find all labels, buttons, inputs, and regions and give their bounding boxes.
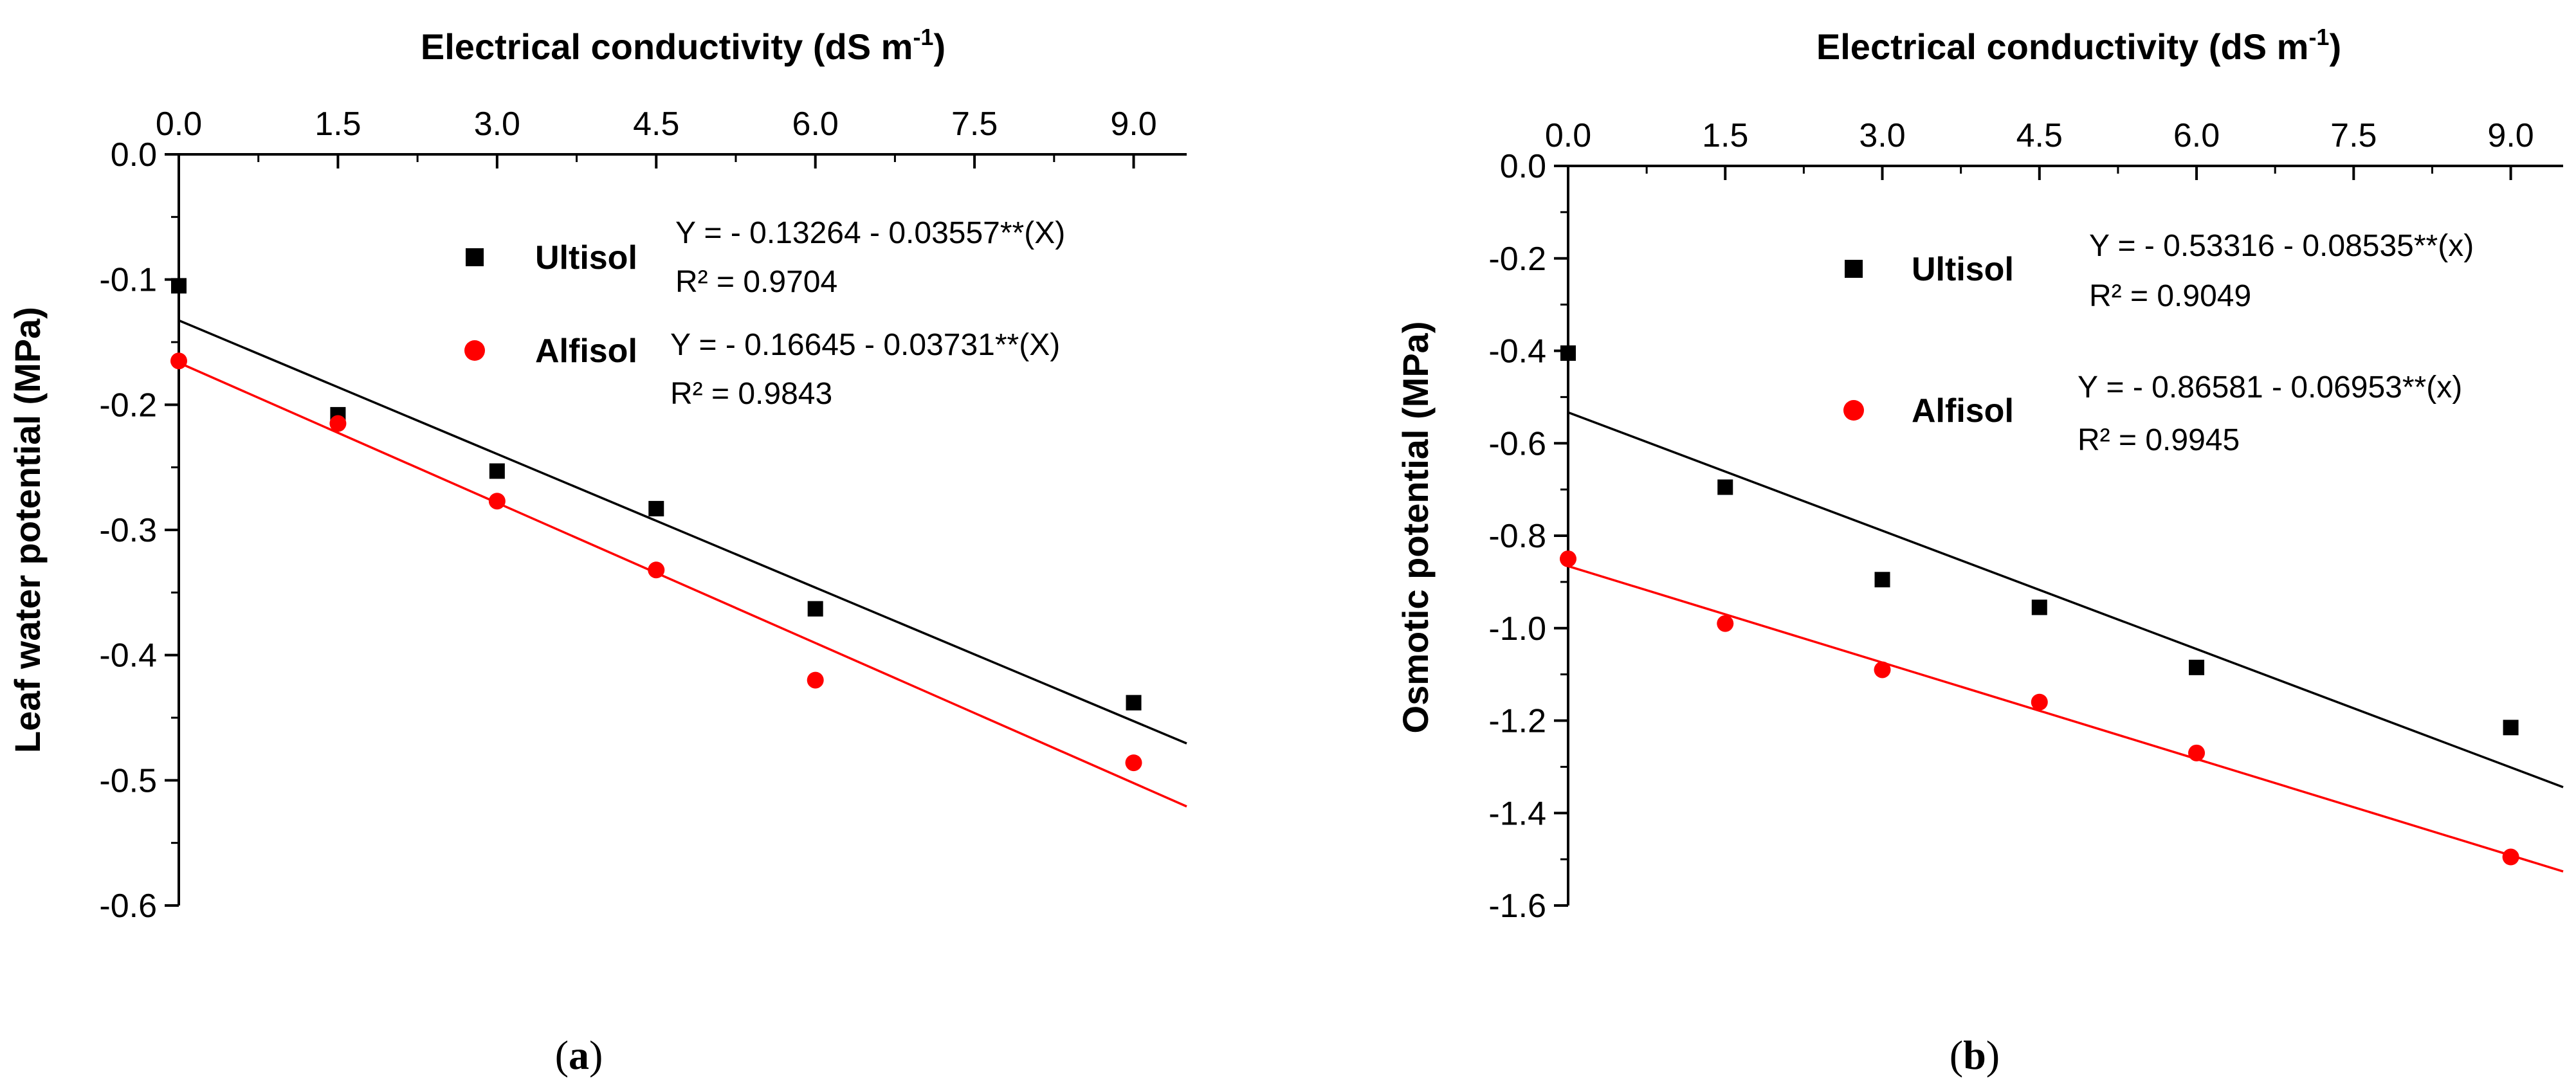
x-tick-label: 9.0 <box>1110 105 1156 143</box>
legend-label-alfisol: Alfisol <box>535 332 637 370</box>
x-axis-title: Electrical conductivity (dS m-1) <box>421 24 945 67</box>
x-tick-label: 7.5 <box>951 105 998 143</box>
y-tick-label: 0.0 <box>1500 148 1546 185</box>
data-point-ultisol <box>1874 572 1890 588</box>
x-tick-label: 3.0 <box>474 105 520 143</box>
y-tick-label: -0.8 <box>1488 518 1546 555</box>
y-tick-label: -0.6 <box>99 887 157 925</box>
fit-r2-alfisol: R² = 0.9945 <box>2078 423 2240 457</box>
data-point-ultisol <box>2031 599 2047 615</box>
data-point-alfisol <box>1874 661 1891 678</box>
y-tick-label: -1.0 <box>1488 610 1546 648</box>
y-tick-label: 0.0 <box>111 136 157 174</box>
fit-line-alfisol <box>1567 565 2564 873</box>
fit-r2-alfisol: R² = 0.9843 <box>670 377 832 411</box>
legend-marker-alfisol <box>1843 400 1864 421</box>
legend-marker-ultisol <box>466 248 484 266</box>
panel-label: (b) <box>1950 1032 2000 1078</box>
x-axis-title: Electrical conductivity (dS m-1) <box>1816 24 2341 67</box>
x-tick-label: 7.5 <box>2330 117 2377 154</box>
y-tick-label: -0.5 <box>99 762 157 799</box>
y-tick-label: -0.4 <box>99 637 157 675</box>
fit-equation-alfisol: Y = - 0.86581 - 0.06953**(x) <box>2078 370 2462 405</box>
legend-label-ultisol: Ultisol <box>535 239 637 277</box>
x-tick-label: 4.5 <box>633 105 679 143</box>
data-point-ultisol <box>1560 345 1576 361</box>
fit-equation-ultisol: Y = - 0.53316 - 0.08535**(x) <box>2089 229 2474 263</box>
fit-line-ultisol <box>1567 411 2564 788</box>
x-tick-label: 1.5 <box>1702 117 1748 154</box>
legend-label-ultisol: Ultisol <box>1912 251 2014 288</box>
data-point-ultisol <box>489 463 505 479</box>
y-tick-label: -0.4 <box>1488 333 1546 370</box>
y-tick-label: -0.6 <box>1488 425 1546 462</box>
x-tick-label: 0.0 <box>1545 117 1591 154</box>
data-point-alfisol <box>648 561 665 579</box>
x-tick-label: 3.0 <box>1859 117 1905 154</box>
data-point-alfisol <box>488 493 506 510</box>
legend-label-alfisol: Alfisol <box>1912 392 2014 430</box>
fit-line-alfisol <box>178 361 1187 808</box>
fit-r2-ultisol: R² = 0.9704 <box>675 265 837 299</box>
data-point-ultisol <box>2503 720 2519 736</box>
data-point-alfisol <box>2031 693 2048 711</box>
y-tick-label: -1.4 <box>1488 795 1546 832</box>
data-point-ultisol <box>1717 479 1733 495</box>
fit-line-ultisol <box>178 319 1187 745</box>
x-tick-label: 6.0 <box>2173 117 2220 154</box>
data-point-ultisol <box>807 601 823 617</box>
y-axis-title: Osmotic potential (MPa) <box>1395 322 1436 734</box>
y-tick-label: -1.6 <box>1488 887 1546 925</box>
data-point-ultisol <box>1126 695 1142 711</box>
y-tick-label: -0.3 <box>99 512 157 549</box>
x-tick-label: 4.5 <box>2016 117 2063 154</box>
y-tick-label: -0.2 <box>99 387 157 424</box>
data-point-alfisol <box>329 415 347 432</box>
data-point-alfisol <box>2188 744 2206 761</box>
fit-r2-ultisol: R² = 0.9049 <box>2089 279 2251 313</box>
x-tick-label: 1.5 <box>315 105 361 143</box>
y-tick-label: -1.2 <box>1488 703 1546 740</box>
data-point-alfisol <box>1560 550 1576 567</box>
y-tick-label: -0.1 <box>99 262 157 299</box>
data-point-alfisol <box>2502 848 2519 866</box>
chart-panel-a: 0.0 1.5 3.0 4.5 6.0 7.5 9.0 0.0 -0.1 -0.2 -0.3 -0.4… <box>7 24 1187 1078</box>
data-point-ultisol <box>648 500 664 516</box>
fit-equation-alfisol: Y = - 0.16645 - 0.03731**(X) <box>670 328 1060 362</box>
x-tick-label: 6.0 <box>792 105 839 143</box>
y-axis-title: Leaf water potential (MPa) <box>7 307 48 753</box>
data-point-alfisol <box>1717 615 1734 632</box>
x-tick-label: 0.0 <box>156 105 202 143</box>
chart-panel-b: 0.0 1.5 3.0 4.5 6.0 7.5 9.0 0.0 -0.2 -0.4 -0.6 -0.8… <box>1395 24 2564 1078</box>
fit-equation-ultisol: Y = - 0.13264 - 0.03557**(X) <box>675 216 1065 250</box>
data-point-alfisol <box>807 671 824 689</box>
data-point-alfisol <box>1125 754 1142 772</box>
panel-label: (a) <box>555 1032 603 1078</box>
legend-marker-alfisol <box>464 340 485 361</box>
y-tick-label: -0.2 <box>1488 241 1546 278</box>
data-point-alfisol <box>170 352 187 370</box>
legend-marker-ultisol <box>1845 260 1863 278</box>
data-point-ultisol <box>171 278 187 294</box>
data-point-ultisol <box>2189 659 2205 675</box>
x-tick-label: 9.0 <box>2487 117 2534 154</box>
